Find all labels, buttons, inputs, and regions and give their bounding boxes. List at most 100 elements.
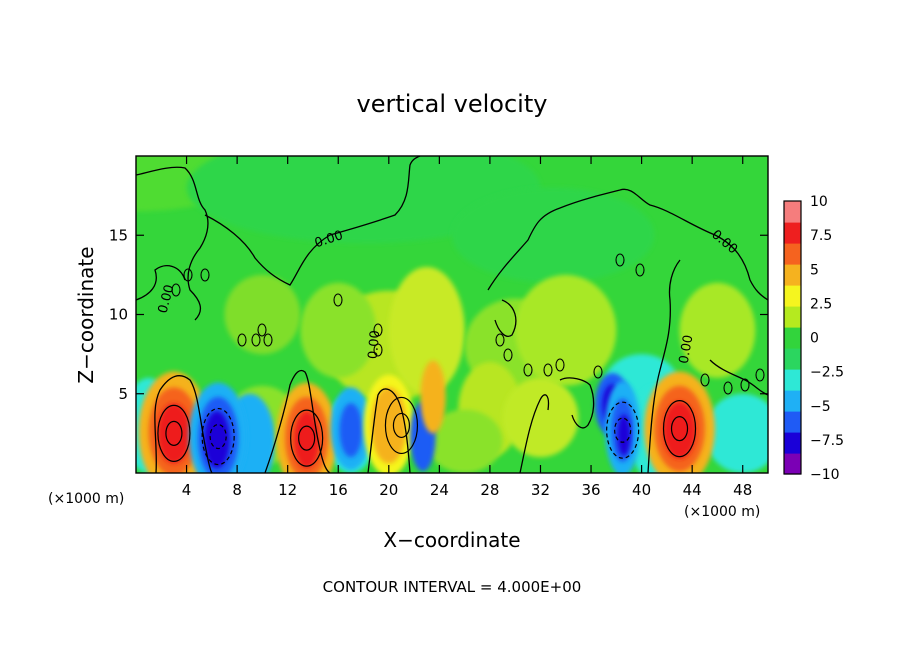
contour-outer [384, 396, 419, 455]
x-axis-label: X−coordinate [383, 528, 520, 552]
contour-inner [670, 416, 689, 442]
field-patch [663, 401, 696, 459]
contour-inner [614, 417, 632, 443]
x-tick-label: 36 [581, 481, 600, 499]
contour-loop [373, 323, 383, 337]
contour-line [709, 359, 768, 396]
field-patch [204, 411, 230, 469]
field-patch [388, 266, 465, 394]
x-tick-label: 28 [480, 481, 499, 499]
contour-loop [555, 358, 565, 372]
colorbar-tick-label: 5 [810, 262, 819, 278]
field-patch [679, 282, 756, 378]
colorbar-tick-label: −5 [810, 399, 831, 415]
contour-label: 0.00 [677, 334, 697, 365]
colorbar-tick-label: −10 [810, 467, 840, 483]
y-tick-label: 10 [109, 306, 128, 324]
contour-inner [298, 425, 316, 451]
colorbar-swatch [784, 222, 801, 244]
contour-loop [543, 363, 553, 377]
y-axis-label: Z−coordinate [74, 246, 98, 383]
colorbar-swatch [784, 201, 801, 223]
contour-loop [263, 333, 273, 347]
field-patch [420, 360, 446, 434]
colorbar-swatch [784, 369, 801, 391]
colorbar: 10 7.5 5 2.5 0 −2.5 −5 −7.5 −10 [783, 194, 844, 483]
colorbar-tick-label: 10 [810, 194, 828, 210]
field-patch [371, 387, 407, 464]
field-patch [502, 377, 579, 458]
contour-label: 0.00 [366, 330, 383, 360]
contour-loop [755, 368, 765, 382]
x-tick-label: 24 [430, 481, 449, 499]
contour-outer [157, 404, 191, 462]
x-tick-label: 44 [683, 481, 702, 499]
x-tick-label: 4 [182, 481, 192, 499]
contour-label: 0.00 [156, 283, 178, 315]
contour-loop [251, 333, 261, 347]
colorbar-swatch [784, 390, 801, 412]
y-axis: 5 10 15 [109, 226, 768, 403]
x-tick-label: 16 [329, 481, 348, 499]
contour-loop [593, 365, 603, 379]
x-tick-label: 8 [232, 481, 242, 499]
y-tick-label: 5 [118, 385, 128, 403]
colorbar-frame [783, 200, 802, 475]
contour-outer [290, 409, 324, 467]
field-patch [186, 156, 541, 244]
contour-loop [635, 263, 645, 277]
x-tick-label: 20 [379, 481, 398, 499]
contour-line [204, 156, 421, 286]
field-patch [515, 274, 617, 386]
contour-loop [257, 323, 267, 337]
contour-loop [700, 373, 710, 387]
contour-outer [201, 407, 235, 466]
field-patch [704, 393, 768, 473]
contour-loop [740, 378, 750, 392]
contour-outer [606, 401, 640, 459]
contour-loop [615, 253, 625, 267]
contour-loop [237, 333, 247, 347]
contour-line [494, 299, 517, 337]
colorbar-swatch [784, 285, 801, 307]
field-patch [294, 411, 320, 469]
contour-interval-note: CONTOUR INTERVAL = 4.000E+00 [323, 578, 582, 596]
x-axis-unit-right: (×1000 m) [684, 504, 760, 520]
contour-loop [723, 381, 733, 395]
colorbar-swatch [784, 453, 801, 475]
colorbar-tick-label: 7.5 [810, 228, 832, 244]
colorbar-swatch [784, 243, 801, 265]
chart-title: vertical velocity [357, 90, 548, 118]
colorbar-swatch [784, 411, 801, 433]
colorbar-tick-label: −2.5 [810, 365, 844, 381]
contour-outer [662, 400, 697, 458]
colorbar-swatch [784, 327, 801, 349]
contour-inner [165, 420, 183, 446]
contour-loop [333, 293, 343, 307]
field-patch [452, 187, 655, 283]
field-patch [157, 403, 191, 464]
colorbar-swatch [784, 432, 801, 454]
field-patch [224, 274, 301, 355]
contour-loop [373, 343, 383, 357]
colorbar-swatch [784, 264, 801, 286]
contour-line [559, 377, 595, 429]
x-tick-label: 12 [278, 481, 297, 499]
contour-line [647, 259, 681, 473]
x-tick-label: 40 [632, 481, 651, 499]
contour-loop [523, 363, 533, 377]
colorbar-swatch [784, 306, 801, 328]
contour-loop [171, 283, 181, 297]
contour-loop [495, 333, 505, 347]
contour-loop [503, 348, 513, 362]
y-tick-label: 15 [109, 226, 128, 244]
x-axis: 4 8 12 16 20 24 28 32 36 40 44 48 [182, 156, 752, 499]
field-patch [300, 282, 377, 378]
field-patch [339, 403, 363, 458]
field-patch [617, 414, 631, 456]
contour-inner [209, 423, 227, 450]
x-axis-unit-left: (×1000 m) [48, 491, 124, 507]
contour-loop [200, 268, 210, 282]
contour-line [154, 375, 213, 473]
